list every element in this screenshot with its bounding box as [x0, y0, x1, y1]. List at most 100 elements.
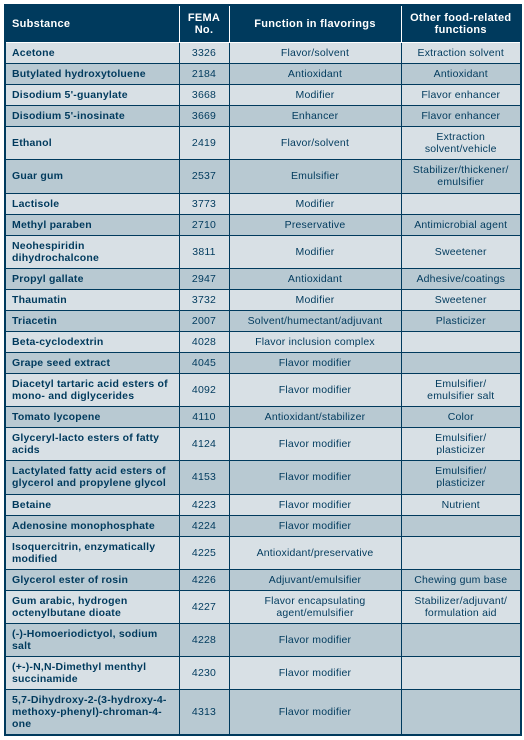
cell-fema-no: 3326: [179, 43, 229, 64]
table-row: (+-)-N,N-Dimethyl menthyl succinamide423…: [5, 657, 521, 690]
table-row: Neohespiridin dihydrochalcone3811Modifie…: [5, 235, 521, 268]
table-row: Disodium 5'-inosinate3669EnhancerFlavor …: [5, 106, 521, 127]
cell-function: Antioxidant/stabilizer: [229, 407, 401, 428]
cell-substance: Ethanol: [5, 127, 179, 160]
cell-fema-no: 4223: [179, 494, 229, 515]
cell-substance: Methyl paraben: [5, 214, 179, 235]
cell-substance: Disodium 5'-inosinate: [5, 106, 179, 127]
cell-function: Preservative: [229, 214, 401, 235]
table-row: Thaumatin3732ModifierSweetener: [5, 289, 521, 310]
table-row: Lactylated fatty acid esters of glycerol…: [5, 461, 521, 494]
cell-function: Flavor/solvent: [229, 43, 401, 64]
cell-fema-no: 3668: [179, 85, 229, 106]
cell-fema-no: 4110: [179, 407, 229, 428]
cell-other: [401, 331, 521, 352]
cell-substance: Acetone: [5, 43, 179, 64]
cell-function: Solvent/humectant/adjuvant: [229, 310, 401, 331]
cell-function: Emulsifier: [229, 160, 401, 193]
cell-function: Flavor modifier: [229, 657, 401, 690]
cell-other: Extraction solvent: [401, 43, 521, 64]
cell-substance: Disodium 5'-guanylate: [5, 85, 179, 106]
cell-fema-no: 4225: [179, 536, 229, 569]
table-row: Guar gum2537EmulsifierStabilizer/thicken…: [5, 160, 521, 193]
cell-substance: (+-)-N,N-Dimethyl menthyl succinamide: [5, 657, 179, 690]
table-row: Adenosine monophosphate4224Flavor modifi…: [5, 515, 521, 536]
cell-substance: Betaine: [5, 494, 179, 515]
cell-other: Chewing gum base: [401, 569, 521, 590]
cell-other: Color: [401, 407, 521, 428]
fema-substances-table: Substance FEMA No. Function in flavoring…: [4, 4, 522, 736]
cell-function: Flavor modifier: [229, 494, 401, 515]
cell-other: Emulsifier/ plasticizer: [401, 461, 521, 494]
table-row: Isoquercitrin, enzymatically modified422…: [5, 536, 521, 569]
cell-function: Adjuvant/emulsifier: [229, 569, 401, 590]
table-body: Acetone3326Flavor/solventExtraction solv…: [5, 43, 521, 736]
cell-fema-no: 2537: [179, 160, 229, 193]
table-header: Substance FEMA No. Function in flavoring…: [5, 5, 521, 43]
cell-function: Flavor modifier: [229, 461, 401, 494]
cell-other: Extraction solvent/vehicle: [401, 127, 521, 160]
cell-other: Stabilizer/adjuvant/ formulation aid: [401, 590, 521, 623]
cell-substance: Triacetin: [5, 310, 179, 331]
cell-function: Flavor modifier: [229, 428, 401, 461]
cell-fema-no: 4230: [179, 657, 229, 690]
cell-substance: Thaumatin: [5, 289, 179, 310]
table-row: 5,7-Dihydroxy-2-(3-hydroxy-4-methoxy-phe…: [5, 690, 521, 736]
col-header-fema: FEMA No.: [179, 5, 229, 43]
cell-other: Stabilizer/thickener/ emulsifier: [401, 160, 521, 193]
cell-other: [401, 353, 521, 374]
table-row: Methyl paraben2710PreservativeAntimicrob…: [5, 214, 521, 235]
cell-fema-no: 2947: [179, 268, 229, 289]
cell-substance: Grape seed extract: [5, 353, 179, 374]
table-row: Glycerol ester of rosin4226Adjuvant/emul…: [5, 569, 521, 590]
cell-other: Plasticizer: [401, 310, 521, 331]
cell-other: Flavor enhancer: [401, 85, 521, 106]
cell-function: Flavor modifier: [229, 690, 401, 736]
table-row: Glyceryl-lacto esters of fatty acids4124…: [5, 428, 521, 461]
cell-fema-no: 3773: [179, 193, 229, 214]
table-row: Grape seed extract4045Flavor modifier: [5, 353, 521, 374]
cell-substance: Butylated hydroxytoluene: [5, 64, 179, 85]
cell-fema-no: 4227: [179, 590, 229, 623]
cell-other: Emulsifier/ plasticizer: [401, 428, 521, 461]
cell-function: Flavor inclusion complex: [229, 331, 401, 352]
cell-fema-no: 4124: [179, 428, 229, 461]
table-row: Propyl gallate2947AntioxidantAdhesive/co…: [5, 268, 521, 289]
cell-function: Modifier: [229, 289, 401, 310]
cell-substance: Beta-cyclodextrin: [5, 331, 179, 352]
cell-function: Antioxidant/preservative: [229, 536, 401, 569]
cell-other: Nutrient: [401, 494, 521, 515]
cell-substance: Tomato lycopene: [5, 407, 179, 428]
cell-function: Flavor modifier: [229, 353, 401, 374]
cell-function: Antioxidant: [229, 64, 401, 85]
cell-other: Adhesive/coatings: [401, 268, 521, 289]
cell-other: Sweetener: [401, 289, 521, 310]
cell-fema-no: 4226: [179, 569, 229, 590]
cell-fema-no: 4313: [179, 690, 229, 736]
cell-substance: Glyceryl-lacto esters of fatty acids: [5, 428, 179, 461]
cell-other: [401, 657, 521, 690]
cell-function: Flavor encapsulating agent/emulsifier: [229, 590, 401, 623]
table-row: Tomato lycopene4110Antioxidant/stabilize…: [5, 407, 521, 428]
table-row: Disodium 5'-guanylate3668ModifierFlavor …: [5, 85, 521, 106]
cell-function: Enhancer: [229, 106, 401, 127]
cell-function: Flavor modifier: [229, 374, 401, 407]
cell-fema-no: 4224: [179, 515, 229, 536]
cell-fema-no: 2184: [179, 64, 229, 85]
cell-substance: (-)-Homoeriodictyol, sodium salt: [5, 623, 179, 656]
cell-substance: Lactylated fatty acid esters of glycerol…: [5, 461, 179, 494]
table-row: Triacetin2007Solvent/humectant/adjuvantP…: [5, 310, 521, 331]
cell-function: Antioxidant: [229, 268, 401, 289]
cell-substance: Gum arabic, hydrogen octenylbutane dioat…: [5, 590, 179, 623]
cell-fema-no: 2710: [179, 214, 229, 235]
cell-other: [401, 193, 521, 214]
cell-other: [401, 690, 521, 736]
cell-other: Sweetener: [401, 235, 521, 268]
table-row: Butylated hydroxytoluene2184AntioxidantA…: [5, 64, 521, 85]
table-row: Gum arabic, hydrogen octenylbutane dioat…: [5, 590, 521, 623]
cell-function: Modifier: [229, 235, 401, 268]
cell-function: Flavor/solvent: [229, 127, 401, 160]
cell-function: Flavor modifier: [229, 515, 401, 536]
cell-fema-no: 3732: [179, 289, 229, 310]
cell-other: Antimicrobial agent: [401, 214, 521, 235]
